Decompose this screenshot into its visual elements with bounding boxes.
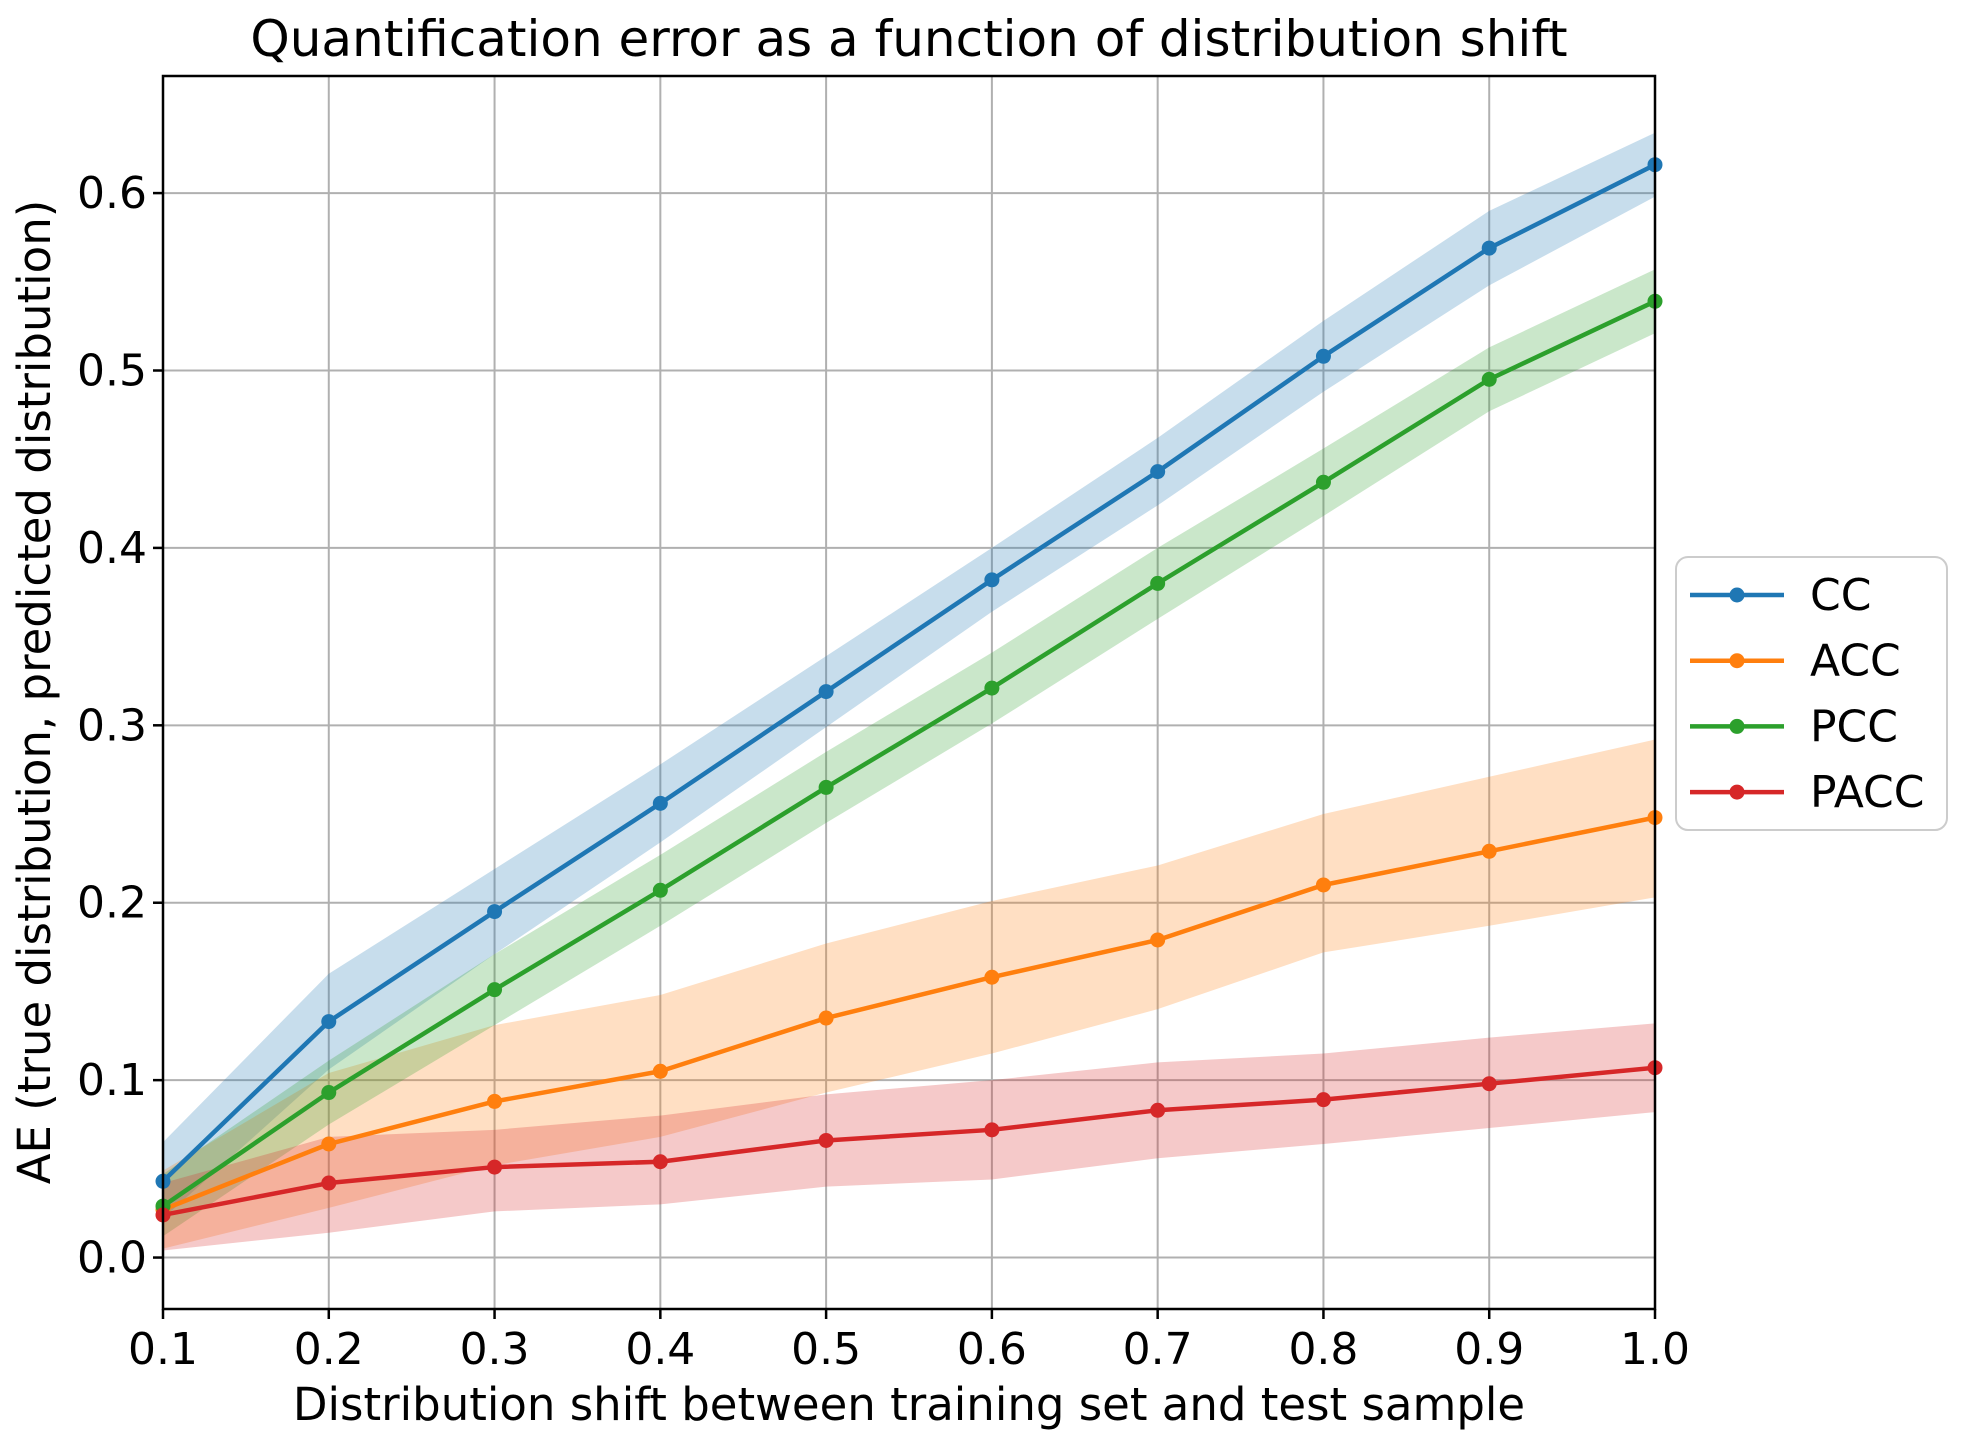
- data-point-PCC: [984, 680, 1000, 696]
- tick-layer: 0.1 0.2 0.3 0.4 0.5 0.6 0.7 0.8 0.9 1.0 0.0 0.1 0.2 0…: [77, 168, 1690, 1375]
- confidence-band-layer: [163, 132, 1655, 1251]
- confidence-band-CC: [163, 132, 1655, 1219]
- legend-box: [1675, 556, 1948, 831]
- data-point-ACC: [1315, 877, 1331, 893]
- series-line-PACC: [162, 1065, 1656, 1218]
- data-point-PACC: [1150, 1102, 1166, 1118]
- y-tick-label: 0.0: [77, 1233, 147, 1284]
- data-point-ACC: [321, 1136, 337, 1152]
- y-tick-label: 0.3: [77, 700, 147, 751]
- confidence-band-ACC: [163, 739, 1655, 1249]
- data-point-PCC: [321, 1085, 337, 1101]
- legend-marker: [1729, 653, 1745, 669]
- x-tick-label: 0.3: [460, 1324, 530, 1375]
- data-point-CC: [818, 684, 834, 700]
- legend-entry-PACC: PACC: [1690, 767, 1925, 818]
- data-point-ACC: [1150, 932, 1166, 948]
- data-point-CC: [1150, 464, 1166, 480]
- data-point-PCC: [487, 982, 503, 998]
- data-point-CC: [1481, 240, 1497, 256]
- x-tick-label: 0.9: [1454, 1324, 1524, 1375]
- legend-marker: [1729, 784, 1745, 800]
- data-point-PACC: [1481, 1076, 1497, 1092]
- legend-label: ACC: [1810, 636, 1901, 687]
- data-point-CC: [984, 572, 1000, 588]
- y-tick-label: 0.4: [77, 523, 147, 574]
- data-point-PACC: [487, 1159, 503, 1175]
- data-point-CC: [487, 904, 503, 920]
- data-point-ACC: [984, 969, 1000, 985]
- data-point-PCC: [1315, 474, 1331, 490]
- x-tick-label: 1.0: [1620, 1324, 1690, 1375]
- legend-label: PCC: [1810, 701, 1898, 752]
- data-point-PCC: [652, 882, 668, 898]
- data-point-CC: [321, 1014, 337, 1030]
- data-point-CC: [652, 795, 668, 811]
- data-point-PACC: [652, 1154, 668, 1170]
- x-tick-label: 0.1: [128, 1324, 198, 1375]
- series-line-PCC: [161, 299, 1656, 1208]
- series-line-ACC: [162, 815, 1656, 1212]
- data-point-PACC: [818, 1132, 834, 1148]
- data-point-ACC: [652, 1063, 668, 1079]
- legend-label: CC: [1810, 570, 1871, 621]
- data-point-ACC: [818, 1010, 834, 1026]
- legend: CC ACC PCC PACC: [1675, 556, 1948, 831]
- x-tick-label: 0.6: [957, 1324, 1027, 1375]
- chart-title: Quantification error as a function of di…: [250, 10, 1567, 68]
- data-point-PACC: [984, 1122, 1000, 1138]
- plot-border: [161, 74, 1657, 1311]
- legend-marker: [1729, 718, 1745, 734]
- data-point-ACC: [487, 1093, 503, 1109]
- x-tick-label: 0.4: [625, 1324, 695, 1375]
- legend-marker: [1729, 587, 1745, 603]
- confidence-band-PCC: [163, 269, 1655, 1237]
- y-tick-label: 0.5: [77, 346, 147, 397]
- y-tick-label: 0.2: [77, 878, 147, 929]
- y-axis-label: AE (true distribution, predicted distrib…: [8, 200, 61, 1185]
- data-point-PACC: [1315, 1092, 1331, 1108]
- legend-entry-CC: CC: [1690, 570, 1871, 621]
- x-axis-label: Distribution shift between training set …: [293, 1378, 1525, 1431]
- data-point-PCC: [1150, 575, 1166, 591]
- y-tick-label: 0.1: [77, 1055, 147, 1106]
- data-point-ACC: [1481, 843, 1497, 859]
- legend-entry-PCC: PCC: [1690, 701, 1898, 752]
- x-tick-label: 0.2: [294, 1324, 364, 1375]
- series-line-CC: [161, 162, 1657, 1183]
- data-point-CC: [1315, 348, 1331, 364]
- x-tick-label: 0.8: [1288, 1324, 1358, 1375]
- x-tick-label: 0.5: [791, 1324, 861, 1375]
- data-point-PCC: [1481, 371, 1497, 387]
- legend-entry-ACC: ACC: [1690, 636, 1901, 687]
- legend-label: PACC: [1810, 767, 1925, 818]
- y-tick-label: 0.6: [77, 168, 147, 219]
- data-point-PACC: [321, 1175, 337, 1191]
- x-tick-label: 0.7: [1123, 1324, 1193, 1375]
- data-point-PCC: [818, 779, 834, 795]
